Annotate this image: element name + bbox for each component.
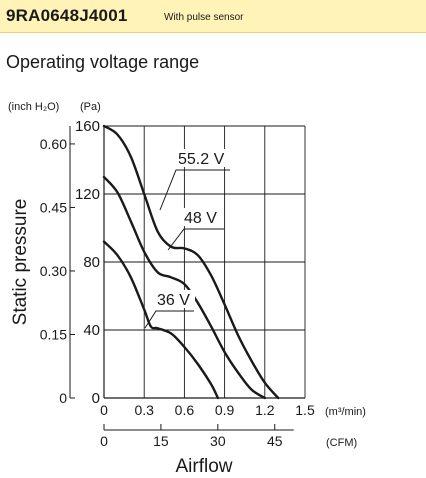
series-leader-55-2-v (159, 169, 230, 211)
y-tick-label: 120 (75, 186, 100, 203)
x-tick-label: 0.3 (134, 402, 154, 418)
y-axis-title: Static pressure (10, 199, 31, 326)
y2-tick-label: 0.15 (40, 326, 67, 342)
x-axis-title: Airflow (175, 456, 232, 477)
y-unit-right: (Pa) (80, 101, 101, 113)
curve-55-2-v (102, 124, 280, 400)
y2-tick-label: 0.45 (40, 199, 67, 215)
series-label-bg (176, 149, 234, 167)
header-band (0, 0, 426, 33)
series-label-48-v: 48 V (184, 210, 217, 227)
y2-tick-label: 0.60 (40, 136, 67, 152)
y-tick-label: 160 (75, 118, 100, 135)
curves (102, 124, 280, 400)
y-tick-label: 0 (92, 390, 100, 407)
x-tick-label: 0.9 (215, 402, 235, 418)
series-leader-36-v (144, 310, 194, 329)
y2-tick-label: 0.30 (40, 263, 67, 279)
curve-36-v (102, 240, 220, 400)
series-leader-48-v (167, 228, 224, 251)
x-tick-label: 1.5 (295, 402, 315, 418)
x-tick-label: 0.6 (175, 402, 195, 418)
x2-tick-label: 30 (210, 433, 226, 449)
x-unit-secondary: (CFM) (326, 437, 357, 449)
y-tick-label: 40 (83, 322, 100, 339)
x2-tick-label: 15 (153, 433, 169, 449)
series-label-36-v: 36 V (157, 292, 190, 309)
curve-48-v (102, 175, 266, 400)
x-unit-primary: (m³/min) (325, 406, 366, 418)
x-tick-label: 0 (100, 402, 108, 418)
model-note: With pulse sensor (164, 12, 244, 23)
y-tick-label: 80 (83, 254, 100, 271)
series-label-bg (155, 290, 195, 308)
series-label-bg (182, 208, 222, 226)
x-tick-label: 1.2 (255, 402, 275, 418)
y-unit-left: (inch H₂O) (8, 101, 59, 113)
series-label-55-2-v: 55.2 V (178, 151, 225, 168)
axes (69, 126, 305, 431)
x2-tick-label: 45 (267, 433, 283, 449)
labels: 0 0.15 0.30 0.45 0.60 0 40 80 120 160 0 0.3 0.6 0.9 1.… (8, 101, 366, 477)
y2-tick-label: 0 (59, 390, 67, 406)
model-number: 9RA0648J4001 (6, 6, 128, 25)
x2-tick-label: 0 (100, 433, 108, 449)
chart-title: Operating voltage range (6, 52, 200, 72)
